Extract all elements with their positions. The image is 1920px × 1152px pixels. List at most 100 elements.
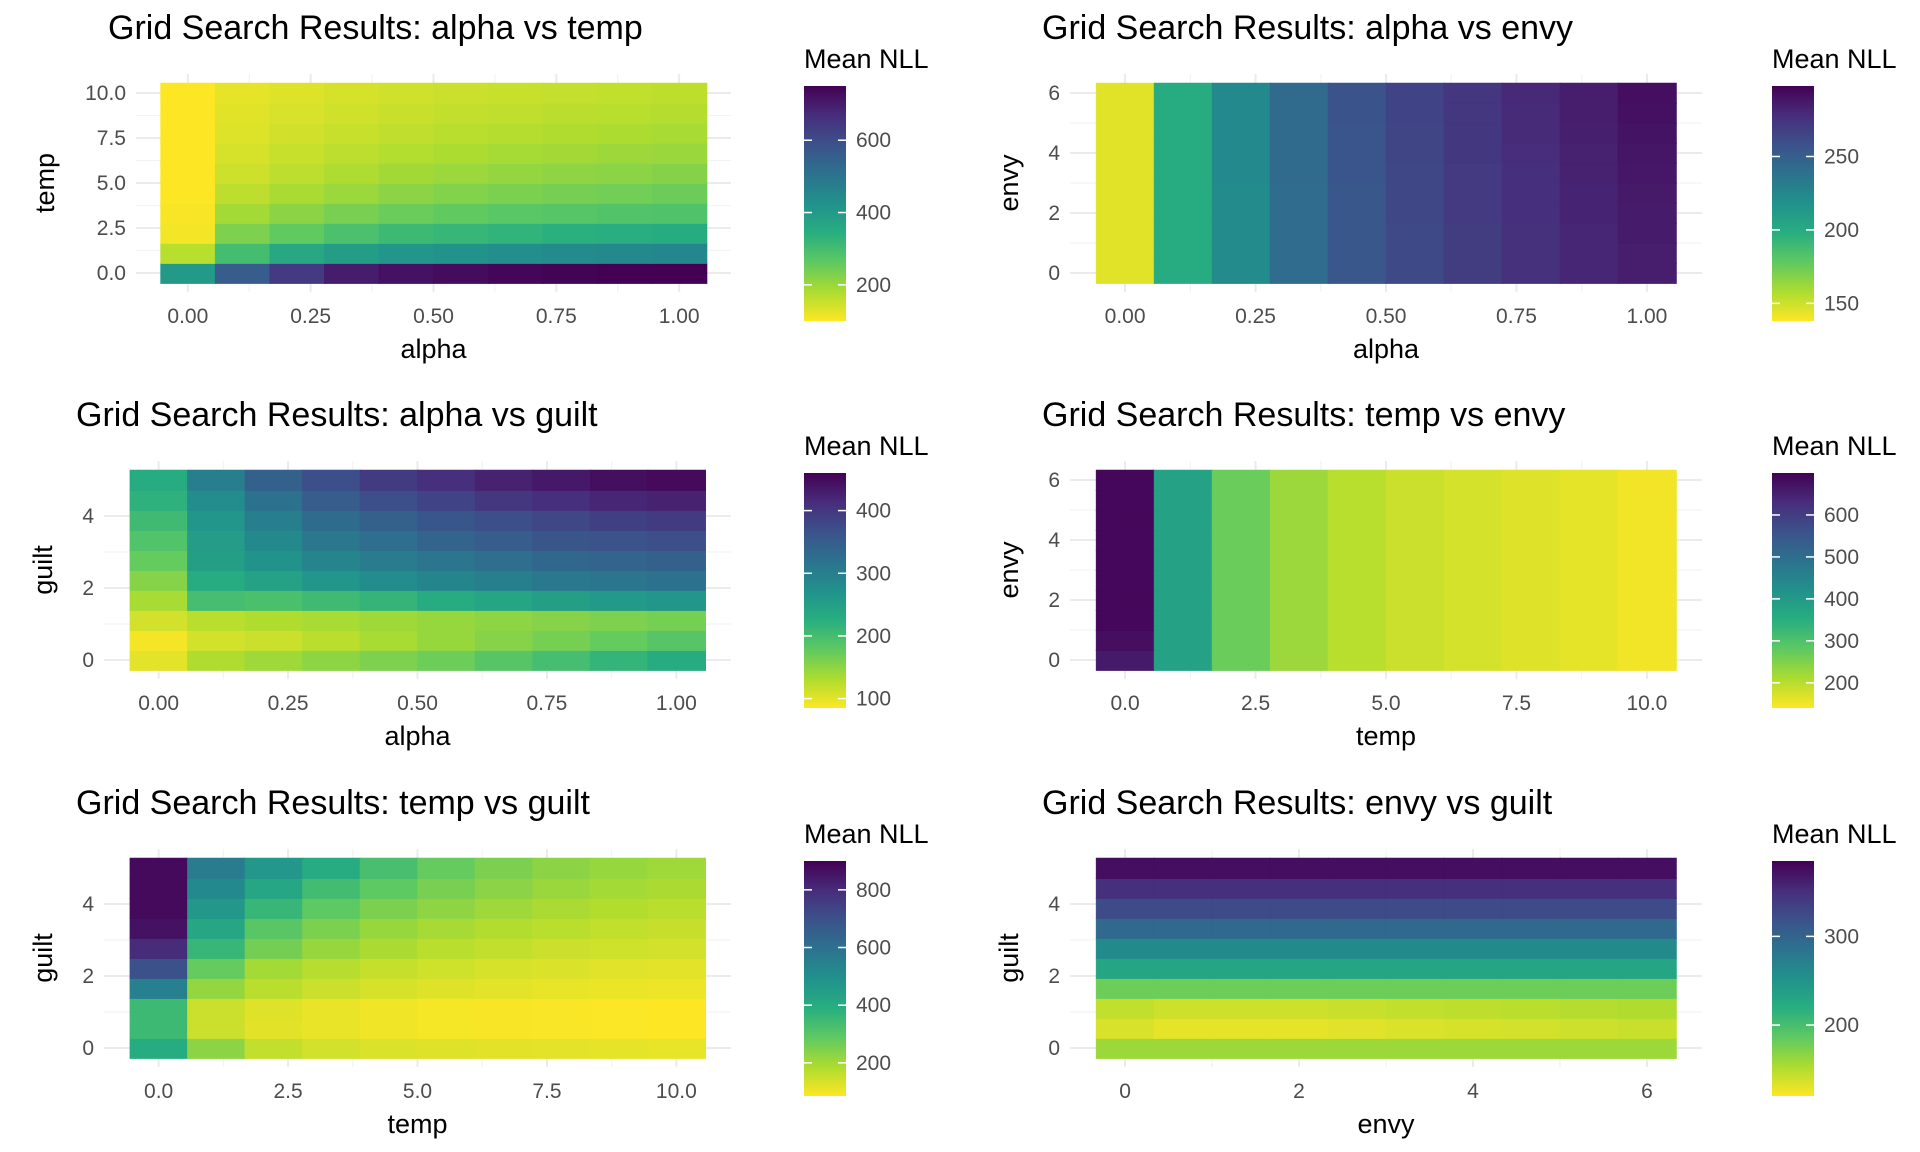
colorbar-tick-label: 600 (856, 937, 891, 960)
heatmap-cell (1443, 897, 1503, 919)
heatmap-cell (214, 142, 271, 164)
heatmap-cell (474, 629, 534, 651)
legend-title: Mean NLL (1772, 819, 1897, 849)
heatmap-cell (1327, 897, 1387, 919)
heatmap-cell (1617, 877, 1677, 899)
heatmap-cell (1501, 222, 1561, 244)
heatmap-cell (1153, 1017, 1213, 1039)
heatmap-cell (302, 997, 361, 1019)
heatmap-cell (1617, 937, 1677, 959)
heatmap-cell (1617, 162, 1677, 184)
heatmap-cell (1095, 469, 1155, 491)
heatmap-cell (417, 469, 476, 491)
heatmap-cell (1153, 549, 1213, 571)
heatmap-cell (532, 997, 591, 1019)
heatmap-cell (589, 997, 649, 1019)
heatmap-cell (417, 917, 476, 939)
heatmap-cell (1617, 589, 1677, 611)
heatmap-cell (433, 202, 489, 224)
heatmap-cell (1211, 629, 1271, 651)
x-axis-label: envy (1357, 1109, 1415, 1139)
heatmap-cell (1327, 1037, 1387, 1059)
heatmap-cell (589, 957, 649, 979)
heatmap-cell (1559, 162, 1619, 184)
heatmap-cell (1559, 222, 1619, 244)
heatmap-cell (1327, 997, 1387, 1019)
heatmap-cell (214, 242, 271, 264)
heatmap-cell (589, 629, 649, 651)
heatmap-cell (324, 162, 380, 184)
colorbar-legend: Mean NLL 200 400 600 (804, 44, 929, 321)
heatmap-cell (1385, 857, 1445, 879)
heatmap-cell (302, 589, 361, 611)
heatmap-cell (1095, 509, 1155, 531)
heatmap-cell (474, 877, 534, 899)
heatmap-cell (1385, 629, 1445, 651)
heatmap-cell (589, 917, 649, 939)
heatmap-cell (378, 202, 435, 224)
colorbar-tick-label: 300 (1824, 925, 1859, 948)
x-axis-label: alpha (384, 721, 451, 751)
heatmap-cell (474, 857, 534, 879)
heatmap-cell (1269, 649, 1329, 671)
heatmap-cell (1269, 877, 1329, 899)
heatmap-cell (1559, 629, 1619, 651)
heatmap-cell (244, 509, 304, 531)
heatmap-cell (1327, 162, 1387, 184)
heatmap-cell (1269, 1037, 1329, 1059)
heatmap-cell (1269, 529, 1329, 551)
heatmap-cell (269, 102, 326, 124)
heatmap-cell (1443, 937, 1503, 959)
heatmap-cell (1559, 1037, 1619, 1059)
x-tick-label: 10.0 (1626, 692, 1667, 715)
heatmap-cell (433, 182, 489, 204)
colorbar (1772, 86, 1814, 321)
heatmap-cell (433, 162, 489, 184)
heatmap-cell (1211, 262, 1271, 284)
heatmap-cell (1501, 897, 1561, 919)
chart-title: Grid Search Results: envy vs guilt (1042, 784, 1553, 822)
heatmap-cell (1211, 489, 1271, 511)
heatmap-cell (1559, 549, 1619, 571)
heatmap-cell (1153, 1037, 1213, 1059)
heatmap-cell (244, 957, 304, 979)
heatmap-cell (647, 529, 706, 551)
heatmap-cell (1617, 222, 1677, 244)
heatmap-cell (187, 589, 246, 611)
heatmap-cell (1095, 1017, 1155, 1039)
heatmap-cell (1095, 262, 1155, 284)
heatmap-cell (244, 489, 304, 511)
heatmap-cell (1327, 222, 1387, 244)
heatmap-cell (647, 509, 706, 531)
heatmap-panel-1: Grid Search Results: alpha vs temp 0.00 0.… (30, 9, 929, 364)
heatmap-cell (378, 222, 435, 244)
heatmap-cell (1559, 202, 1619, 224)
heatmap-cell (214, 82, 271, 104)
heatmap-cell (487, 142, 544, 164)
heatmap-cell (187, 609, 246, 631)
heatmap-cell (1269, 917, 1329, 939)
heatmap-cell (1153, 529, 1213, 551)
heatmap-cell (532, 549, 591, 571)
heatmap-cell (589, 509, 649, 531)
heatmap-cell (1443, 857, 1503, 879)
heatmap-cell (1095, 1037, 1155, 1059)
heatmap-cell (1385, 142, 1445, 164)
heatmap-cell (302, 549, 361, 571)
heatmap-cell (589, 489, 649, 511)
heatmap-cell (1559, 957, 1619, 979)
x-tick-label: 5.0 (403, 1080, 432, 1103)
heatmap-cell (1269, 142, 1329, 164)
heatmap-cell (597, 262, 653, 284)
heatmap-cell (433, 242, 489, 264)
colorbar (804, 861, 846, 1096)
y-tick-label: 4 (1048, 893, 1060, 916)
legend-title: Mean NLL (1772, 44, 1897, 74)
legend-title: Mean NLL (804, 431, 929, 461)
heatmap-cell (269, 202, 326, 224)
colorbar-legend: Mean NLL 200 300 (1772, 819, 1897, 1096)
heatmap-cell (1269, 162, 1329, 184)
x-tick-label: 7.5 (1502, 692, 1531, 715)
heatmap-cell (1501, 629, 1561, 651)
heatmap-cell (187, 509, 246, 531)
